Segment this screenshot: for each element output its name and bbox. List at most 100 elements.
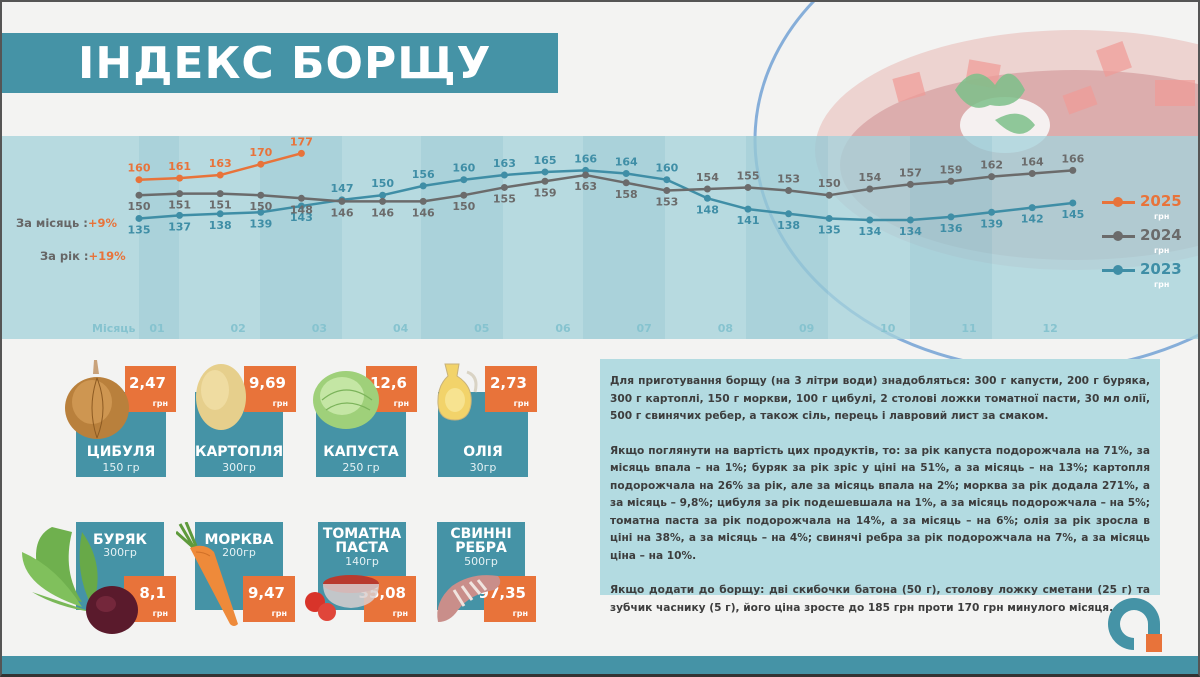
data-label: 165 (534, 154, 557, 167)
data-point (135, 191, 143, 199)
data-label: 170 (249, 146, 272, 159)
data-label: 148 (290, 203, 313, 216)
yearly-change-value: +19% (88, 249, 126, 263)
data-point (216, 210, 224, 218)
data-point (297, 202, 305, 210)
price-changes-paragraph: Якщо поглянути на вартість цих продуктів… (610, 444, 1150, 562)
data-label: 135 (818, 223, 841, 236)
legend-year: 2025 (1140, 192, 1182, 210)
data-point (297, 194, 305, 202)
legend-unit: грн (1154, 212, 1170, 221)
x-tick-label: 07 (637, 322, 652, 335)
data-label: 146 (412, 206, 435, 219)
month-stripe (746, 136, 828, 339)
yearly-change-label: За рік : (40, 249, 89, 263)
legend-dot-icon (1113, 231, 1123, 241)
price-value: 2,73 (489, 374, 527, 392)
data-label: 151 (168, 199, 191, 212)
data-point (1028, 204, 1036, 212)
data-label: 151 (209, 199, 232, 212)
price-unit: грн (152, 399, 168, 408)
data-label: 163 (209, 157, 232, 170)
series-line-2024 (138, 169, 1073, 203)
product-weight: 250 гр (342, 461, 380, 474)
data-point (419, 197, 427, 205)
data-point (216, 171, 224, 179)
x-tick-label: 02 (231, 322, 246, 335)
data-label: 138 (777, 219, 800, 232)
price-unit: грн (512, 609, 528, 618)
product-name: ЦИБУЛЯ (86, 444, 156, 460)
data-point (379, 197, 387, 205)
product-weight: 200гр (222, 546, 256, 559)
monthly-change-label: За місяць : (16, 216, 88, 230)
data-label: 139 (249, 217, 272, 230)
data-point (135, 214, 143, 222)
pork-ribs-icon (437, 575, 501, 622)
data-label: 161 (168, 160, 191, 173)
monthly-change: За місяць :+9% (16, 216, 117, 230)
data-label: 150 (818, 177, 841, 190)
data-label: 147 (331, 182, 354, 195)
product-name: БУРЯК (93, 532, 147, 548)
brand-logo-icon (1108, 598, 1162, 652)
data-label: 160 (128, 162, 151, 175)
data-label: 158 (615, 188, 638, 201)
title-banner (0, 33, 558, 93)
legend-year: 2024 (1140, 226, 1182, 244)
data-label: 164 (615, 156, 638, 169)
data-point (785, 210, 793, 218)
carrot-icon (176, 522, 238, 626)
x-tick-label: 12 (1043, 322, 1058, 335)
legend-unit: грн (1154, 280, 1170, 289)
data-label: 150 (249, 200, 272, 213)
data-label: 162 (980, 159, 1003, 172)
data-point (866, 185, 874, 193)
data-label: 177 (290, 135, 313, 148)
data-label: 150 (371, 177, 394, 190)
x-tick-label: 03 (312, 322, 327, 335)
legend-unit: грн (1154, 246, 1170, 255)
data-label: 148 (696, 203, 719, 216)
monthly-change-value: +9% (87, 216, 118, 230)
data-label: 141 (737, 214, 760, 227)
price-badge: 9,69 грн (244, 366, 296, 412)
data-point (257, 160, 265, 168)
data-point (663, 176, 671, 184)
month-stripe (421, 136, 503, 339)
data-label: 163 (493, 157, 516, 170)
product-name: ОЛІЯ (463, 444, 503, 460)
recipe-paragraph: Для приготування борщу (на 3 літри води)… (610, 375, 1150, 422)
data-point (947, 213, 955, 221)
product-weight: 30гр (469, 461, 497, 474)
product-name-line2: РЕБРА (455, 540, 507, 556)
line-chart: Місяць 01 02 03 04 05 06 07 08 09 10 11 12 135 137 138 1… (92, 135, 1085, 335)
legend-dot-icon (1113, 197, 1123, 207)
data-point (257, 208, 265, 216)
price-unit: грн (271, 609, 287, 618)
data-label: 137 (168, 220, 191, 233)
beet-icon (22, 527, 138, 634)
data-point (906, 216, 914, 224)
data-point (541, 177, 549, 185)
data-point (176, 190, 184, 198)
price-unit: грн (513, 399, 529, 408)
data-label: 156 (412, 168, 435, 181)
x-axis-label: Місяць (92, 322, 135, 335)
data-point (176, 211, 184, 219)
data-label: 136 (940, 222, 963, 235)
data-point (744, 183, 752, 191)
data-label: 138 (209, 219, 232, 232)
data-label: 166 (1061, 152, 1084, 165)
price-unit: грн (272, 399, 288, 408)
data-label: 157 (899, 166, 922, 179)
data-label: 154 (696, 171, 719, 184)
data-label: 145 (1061, 208, 1084, 221)
data-point (663, 187, 671, 195)
info-panel: Для приготування борщу (на 3 літри води)… (600, 359, 1160, 614)
data-point (622, 179, 630, 187)
data-point (216, 190, 224, 198)
data-point (135, 176, 143, 184)
data-point (500, 183, 508, 191)
price-unit: грн (152, 609, 168, 618)
